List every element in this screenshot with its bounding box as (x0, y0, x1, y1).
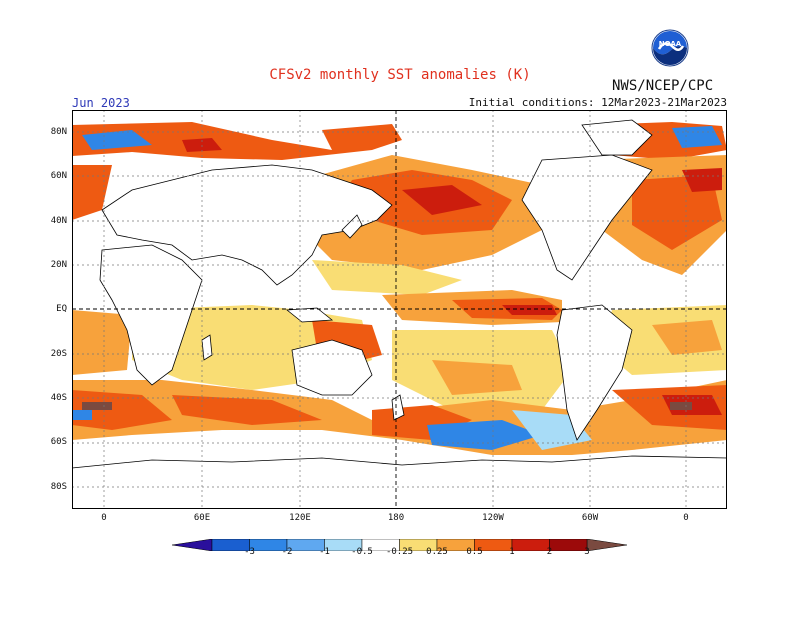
lat-label: 40S (50, 393, 67, 403)
colorbar-label: 3 (584, 547, 590, 557)
lon-label: 60E (193, 513, 211, 523)
chart-title: CFSv2 monthly SST anomalies (K) (269, 67, 531, 83)
lat-label: 20S (50, 349, 67, 359)
sst-anomaly-map (71, 110, 728, 513)
lon-label: 0 (101, 513, 107, 523)
lon-label: 60W (581, 513, 599, 523)
lon-label: 120W (482, 513, 504, 523)
valid-month: Jun 2023 (72, 96, 130, 110)
colorbar-label: 0.5 (466, 547, 483, 557)
lat-label: 20N (50, 260, 67, 270)
reference-lines (72, 110, 727, 509)
colorbar-arrow-left (171, 538, 213, 552)
colorbar (171, 536, 628, 555)
lat-label: 60N (50, 171, 67, 181)
colorbar-label: 2 (546, 547, 553, 557)
lon-label: 120E (289, 513, 311, 523)
colorbar-label: -2 (281, 547, 293, 557)
continents (71, 119, 728, 510)
colorbar-label: -0.25 (385, 547, 414, 557)
noaa-logo-icon: NOAA (651, 29, 689, 71)
lat-label: 80S (50, 482, 67, 492)
colorbar-label: 1 (509, 547, 515, 557)
initial-conditions: Initial conditions: 12Mar2023-21Mar2023 (468, 96, 727, 109)
lat-label: 40N (50, 216, 67, 226)
gridlines (72, 110, 727, 509)
colorbar-label: -1 (319, 547, 330, 557)
lon-label: 180 (387, 513, 405, 523)
noaa-logo-text: NOAA (659, 40, 682, 48)
lat-label: EQ (56, 304, 67, 314)
map-frame (72, 110, 727, 509)
colorbar-label: -3 (244, 547, 255, 557)
lat-label: 80N (50, 127, 67, 137)
agency-label: NWS/NCEP/CPC (612, 78, 714, 94)
lon-label: 0 (683, 513, 689, 523)
colorbar-label: 0.25 (426, 547, 448, 557)
lat-label: 60S (50, 437, 67, 447)
colorbar-label: -0.5 (351, 547, 373, 557)
